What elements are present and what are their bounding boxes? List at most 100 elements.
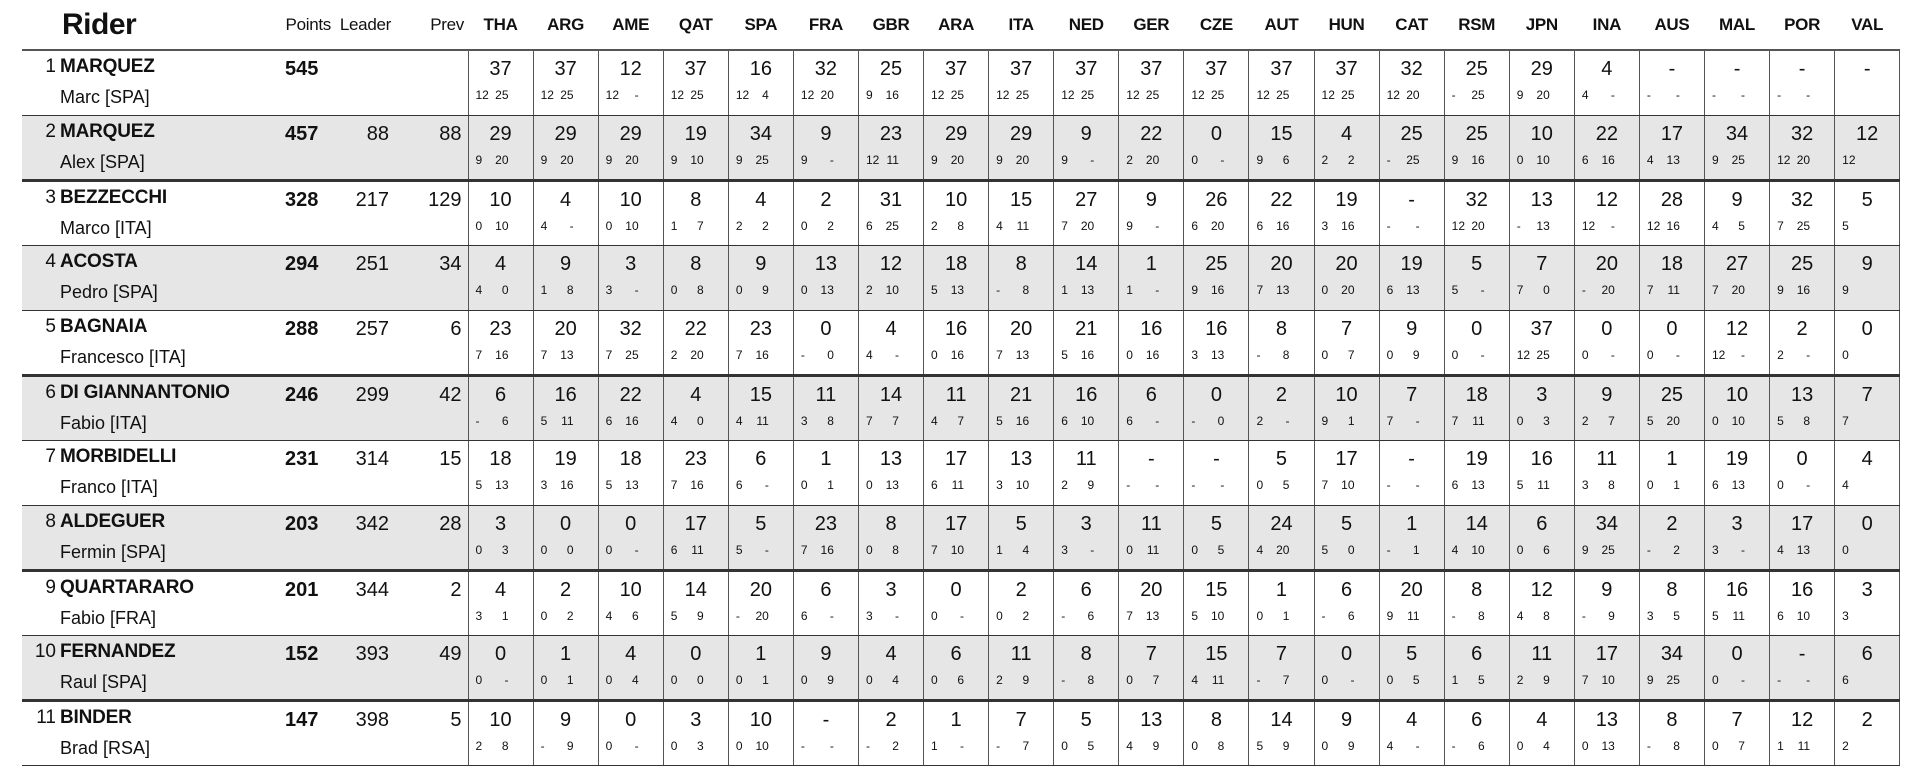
sprint-points: - bbox=[1386, 477, 1391, 492]
sprint-points: 9 bbox=[996, 152, 1003, 167]
race-points: 16 bbox=[1276, 218, 1290, 233]
race-header-aut[interactable]: AUT bbox=[1264, 14, 1299, 34]
race-header-aus[interactable]: AUS bbox=[1654, 14, 1690, 34]
race-header-jpn[interactable]: JPN bbox=[1525, 14, 1558, 34]
race-points: 4 bbox=[1543, 738, 1550, 753]
rider-row[interactable]: 9 QUARTARARO Fabio [FRA] 201 344 2 4 3 1 2 0 2 10 4 6 1… bbox=[22, 570, 1901, 636]
sprint-points: 3 bbox=[1191, 347, 1199, 362]
sprint-points: - bbox=[1386, 542, 1391, 557]
rider-surname[interactable]: FERNANDEZ bbox=[60, 640, 176, 662]
race-points: 11 bbox=[1146, 542, 1160, 557]
race-total: 19 bbox=[1335, 188, 1358, 211]
race-total: 0 bbox=[820, 317, 832, 340]
race-points: - bbox=[1415, 413, 1420, 428]
rider-surname[interactable]: BEZZECCHI bbox=[60, 186, 167, 208]
race-header-ned[interactable]: NED bbox=[1068, 14, 1104, 34]
race-total: 6 bbox=[1536, 512, 1548, 535]
race-header-ger[interactable]: GER bbox=[1133, 14, 1170, 34]
rider-row[interactable]: 1 MARQUEZ Marc [SPA] 545 37 12 25 37 12 25 12 12-37… bbox=[22, 49, 1901, 116]
race-header-ita[interactable]: ITA bbox=[1008, 14, 1035, 34]
rider-surname[interactable]: MARQUEZ bbox=[60, 120, 155, 142]
rider-row[interactable]: 10 FERNANDEZ Raul [SPA] 152 393 49 0 0-1 0 1 4 0 4 0 0… bbox=[22, 635, 1901, 702]
race-total: 12 bbox=[1725, 317, 1749, 340]
race-header-por[interactable]: POR bbox=[1784, 14, 1821, 34]
gap-to-prev: 28 bbox=[395, 505, 468, 572]
race-result-spa: 10 0 10 bbox=[727, 700, 794, 766]
race-header-val[interactable]: VAL bbox=[1851, 14, 1884, 34]
rider-row[interactable]: 7 MORBIDELLI Franco [ITA] 231 314 15 18 5 13 19 3 1… bbox=[22, 440, 1901, 506]
race-total: 34 bbox=[749, 122, 772, 145]
race-header-tha[interactable]: THA bbox=[483, 14, 518, 34]
race-header-gbr[interactable]: GBR bbox=[872, 14, 910, 34]
rider-firstname-country: Marc [SPA] bbox=[60, 87, 150, 107]
race-points: 13 bbox=[820, 282, 834, 297]
race-total: 5 bbox=[1406, 642, 1418, 665]
race-header-cze[interactable]: CZE bbox=[1199, 14, 1233, 34]
rider-row[interactable]: 8 ALDEGUER Fermin [SPA] 203 342 28 3 0 3 0 0 0 0 0-17… bbox=[22, 505, 1901, 572]
points-header[interactable]: Points bbox=[285, 14, 332, 34]
rider-row[interactable]: 2 MARQUEZ Alex [SPA] 457 88 88 29 9 20 29 9 20 29 9 20… bbox=[22, 115, 1901, 182]
sprint-points: 6 bbox=[670, 542, 678, 557]
race-header-mal[interactable]: MAL bbox=[1719, 14, 1755, 34]
race-total: - bbox=[1147, 447, 1155, 470]
race-header-rsm[interactable]: RSM bbox=[1458, 14, 1496, 34]
rider-surname[interactable]: MARQUEZ bbox=[60, 56, 155, 77]
rider-surname[interactable]: QUARTARARO bbox=[60, 576, 194, 598]
race-header-cat[interactable]: CAT bbox=[1395, 14, 1429, 34]
race-header-spa[interactable]: SPA bbox=[744, 14, 778, 34]
race-result-aut: 14 5 9 bbox=[1248, 700, 1315, 766]
race-total: - bbox=[1798, 58, 1806, 80]
leader-header[interactable]: Leader bbox=[339, 14, 391, 34]
race-result-gbr: 31 6 25 bbox=[857, 180, 924, 246]
rider-row[interactable]: 6 DI GIANNANTONIO Fabio [ITA] 246 299 42 6-6 16… bbox=[22, 375, 1901, 441]
rider-surname[interactable]: ACOSTA bbox=[60, 250, 138, 272]
race-header-hun[interactable]: HUN bbox=[1328, 14, 1365, 34]
rider-surname[interactable]: MORBIDELLI bbox=[60, 445, 177, 467]
race-total: 2 bbox=[820, 188, 832, 211]
race-header-ina[interactable]: INA bbox=[1592, 14, 1622, 34]
race-points: 20 bbox=[820, 88, 834, 102]
rider-surname[interactable]: DI GIANNANTONIO bbox=[60, 381, 230, 403]
rider-row[interactable]: 5 BAGNAIA Francesco [ITA] 288 257 6 23 7 16 20 7 13… bbox=[22, 310, 1901, 377]
race-header-ame[interactable]: AME bbox=[612, 14, 650, 34]
race-header-fra[interactable]: FRA bbox=[808, 14, 843, 34]
points: 457 bbox=[275, 115, 335, 182]
race-total: 7 bbox=[1275, 642, 1288, 665]
sprint-points: 1 bbox=[1777, 738, 1784, 753]
race-points: 25 bbox=[1145, 88, 1160, 102]
race-total: 4 bbox=[690, 383, 702, 406]
rider-row[interactable]: 3 BEZZECCHI Marco [ITA] 328 217 129 10 0 10 4 4-10… bbox=[22, 180, 1901, 246]
rider-row[interactable]: 4 ACOSTA Pedro [SPA] 294 251 34 4 4 0 9 1 8 3 3-8 0 8 9 0… bbox=[22, 245, 1901, 311]
race-header-arg[interactable]: ARG bbox=[547, 14, 585, 34]
race-total: 4 bbox=[494, 578, 507, 601]
sprint-points: 7 bbox=[1711, 282, 1719, 297]
sprint-points: 2 bbox=[865, 282, 873, 297]
rider-surname[interactable]: ALDEGUER bbox=[60, 510, 166, 532]
race-points: 6 bbox=[631, 608, 639, 623]
race-header-qat[interactable]: QAT bbox=[678, 14, 713, 34]
race-points: - bbox=[1610, 347, 1615, 362]
race-total: 11 bbox=[815, 383, 837, 406]
race-points: 20 bbox=[1341, 282, 1355, 297]
race-total: 29 bbox=[944, 122, 968, 145]
rider-surname[interactable]: BINDER bbox=[60, 706, 132, 728]
race-result-aus: 28 12 16 bbox=[1638, 180, 1705, 246]
race-header-ara[interactable]: ARA bbox=[938, 14, 975, 34]
race-total: 29 bbox=[554, 122, 577, 145]
sprint-points: 2 bbox=[1061, 477, 1068, 492]
sprint-points: 0 bbox=[1711, 738, 1719, 753]
race-total: - bbox=[1408, 447, 1415, 470]
race-total: 7 bbox=[1731, 708, 1743, 731]
race-total: 6 bbox=[1471, 642, 1483, 665]
rider-cell: 11 BINDER Brad [RSA] bbox=[22, 700, 275, 766]
rider-row[interactable]: 11 BINDER Brad [RSA] 147 398 5 10 2 8 9-9 0 0-3 0 3 10… bbox=[22, 700, 1901, 766]
rider-surname[interactable]: BAGNAIA bbox=[60, 315, 148, 337]
race-total: 12 bbox=[879, 252, 903, 275]
race-result-ina: 9-9 bbox=[1573, 570, 1640, 636]
prev-header[interactable]: Prev bbox=[430, 14, 464, 34]
